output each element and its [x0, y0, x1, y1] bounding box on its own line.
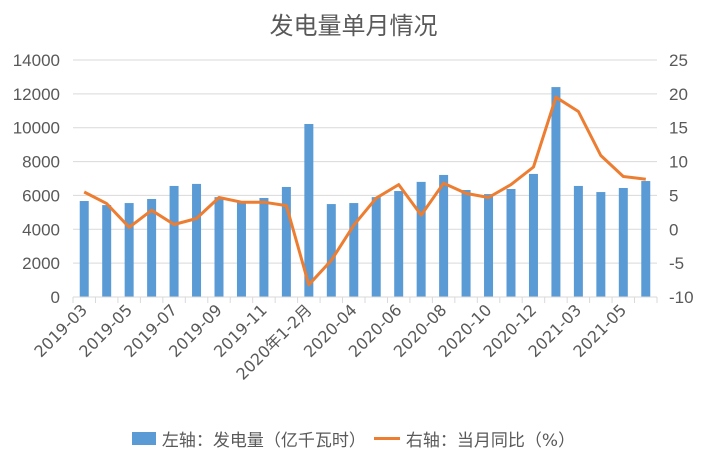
bar[interactable]: [349, 203, 359, 297]
yoy-line[interactable]: [83, 95, 646, 287]
left-axis-tick: 14000: [13, 51, 60, 70]
right-axis-tick: -5: [669, 254, 684, 273]
bar[interactable]: [551, 87, 561, 297]
bar[interactable]: [641, 181, 651, 297]
legend-item-line[interactable]: 右轴：当月同比（%）: [373, 426, 576, 451]
right-axis-tick: -10: [669, 288, 694, 307]
right-axis-tick: 5: [669, 186, 678, 205]
right-axis-tick: 25: [669, 51, 688, 70]
legend-bar-label: 左轴：发电量（亿千瓦时）: [161, 431, 366, 451]
bar[interactable]: [192, 183, 202, 297]
bar[interactable]: [169, 185, 179, 297]
left-axis-tick: 0: [51, 288, 60, 307]
chart-title: 发电量单月情况: [269, 12, 438, 40]
x-axis: 2019-032019-052019-072019-092019-112020年…: [30, 296, 658, 384]
right-axis-tick: 15: [669, 119, 688, 138]
bar[interactable]: [596, 192, 606, 297]
bar[interactable]: [461, 190, 471, 297]
right-axis-tick: 20: [669, 85, 688, 104]
bar[interactable]: [304, 123, 314, 298]
bar[interactable]: [147, 198, 157, 297]
bar[interactable]: [102, 205, 112, 297]
right-axis: -10 -5 0 5 10 15 20 25: [669, 51, 694, 307]
bar[interactable]: [259, 197, 269, 297]
left-axis-tick: 4000: [22, 220, 60, 239]
bar[interactable]: [484, 194, 494, 297]
bar[interactable]: [79, 201, 89, 297]
left-axis-tick: 6000: [22, 186, 60, 205]
right-axis-tick: 0: [669, 220, 678, 239]
bar[interactable]: [124, 203, 134, 297]
bar[interactable]: [371, 197, 381, 297]
right-axis-tick: 10: [669, 153, 688, 172]
legend-line-label: 右轴：当月同比（%）: [405, 431, 576, 451]
bar[interactable]: [326, 204, 336, 297]
left-axis-tick: 8000: [22, 153, 60, 172]
legend: 左轴：发电量（亿千瓦时） 右轴：当月同比（%）: [0, 426, 707, 451]
bar-series: [79, 87, 651, 298]
line-swatch-icon: [373, 437, 400, 440]
chart-plot-area: 0 2000 4000 6000 8000 10000 12000 14000 -10 -5 0 5…: [13, 51, 694, 384]
bar[interactable]: [214, 197, 224, 297]
gridlines: [73, 59, 657, 264]
bar[interactable]: [528, 173, 538, 297]
left-axis-tick: 2000: [22, 254, 60, 273]
bar[interactable]: [506, 188, 516, 297]
bar[interactable]: [439, 174, 449, 297]
bar[interactable]: [236, 202, 246, 297]
left-axis-tick: 12000: [13, 85, 60, 104]
line-series: [83, 95, 646, 287]
bar[interactable]: [618, 187, 628, 297]
bar[interactable]: [573, 185, 583, 297]
bar[interactable]: [281, 186, 291, 297]
bar[interactable]: [416, 181, 426, 297]
legend-item-bar[interactable]: 左轴：发电量（亿千瓦时）: [131, 426, 366, 451]
bar[interactable]: [394, 191, 404, 297]
left-axis-tick: 10000: [13, 119, 60, 138]
left-axis: 0 2000 4000 6000 8000 10000 12000 14000: [13, 51, 60, 307]
bar-swatch-icon: [131, 432, 156, 445]
